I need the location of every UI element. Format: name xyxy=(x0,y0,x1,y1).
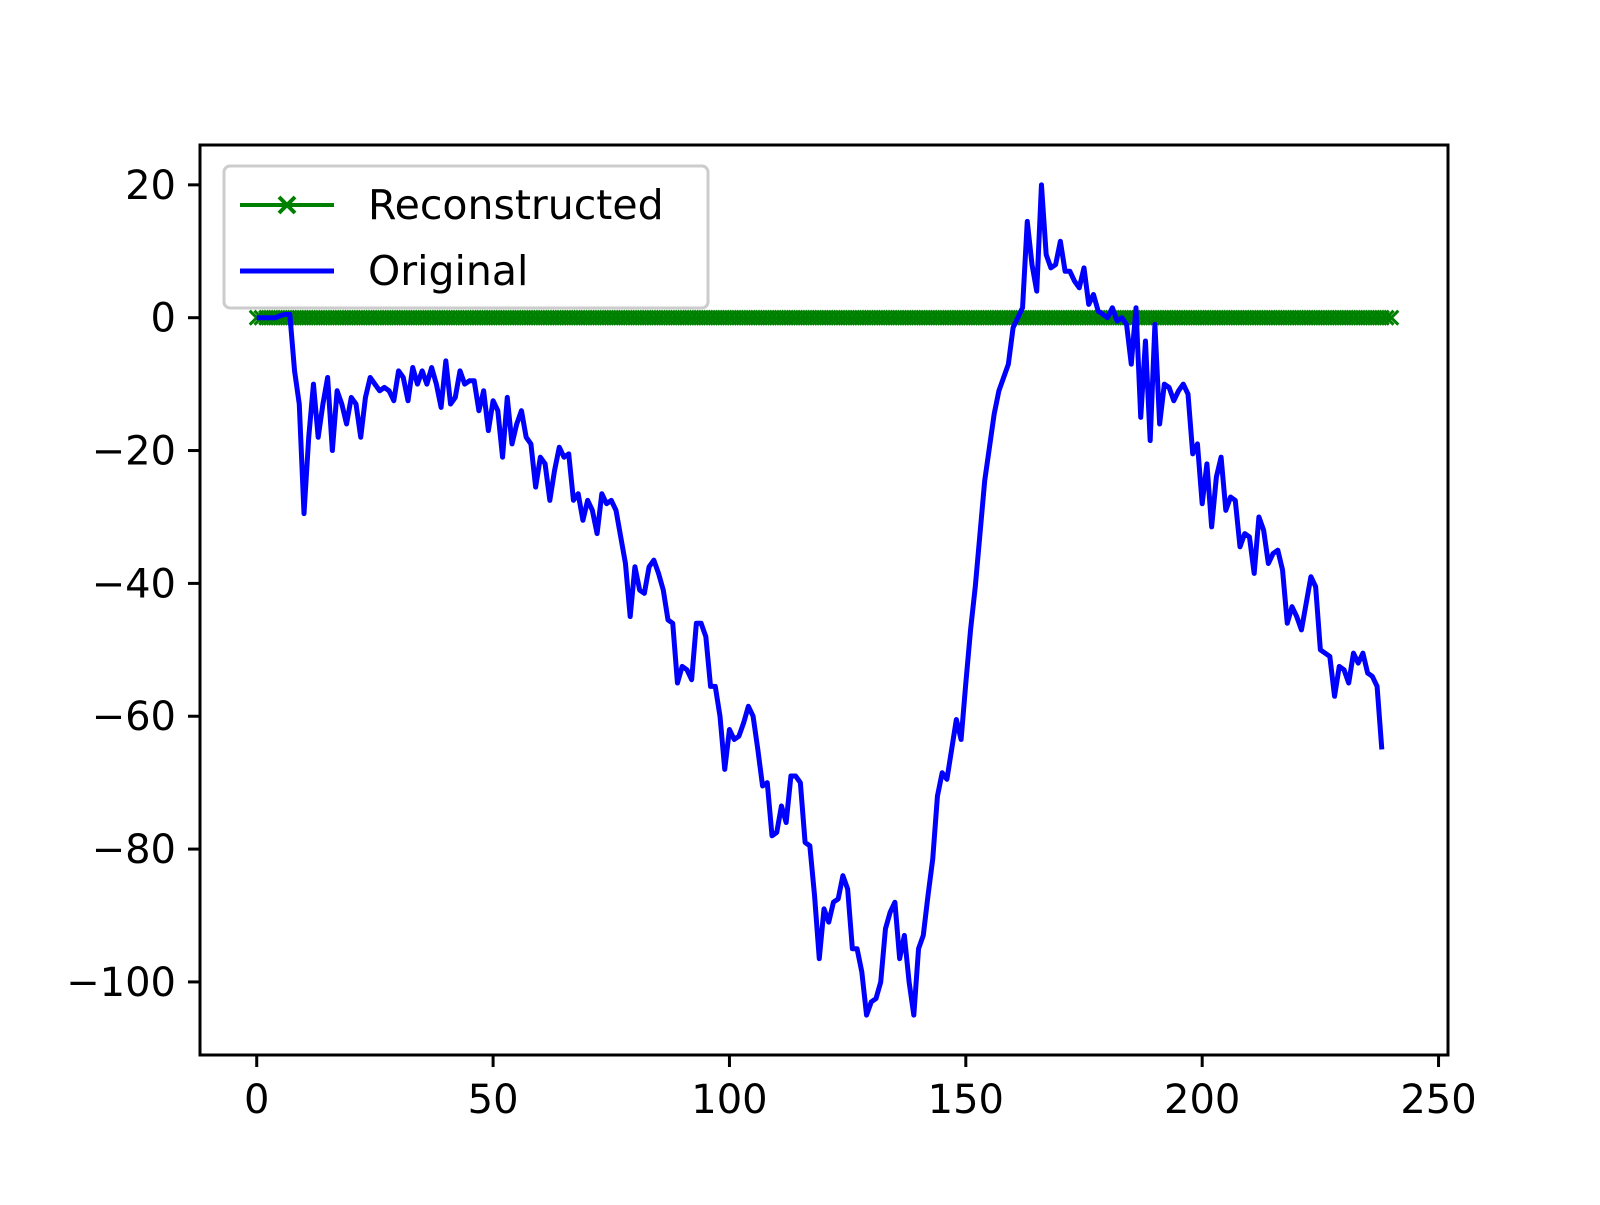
x-tick-label-50: 50 xyxy=(468,1077,519,1123)
x-tick-label-100: 100 xyxy=(691,1077,767,1123)
y-tick-label--80: −80 xyxy=(92,827,176,873)
legend-box xyxy=(222,164,710,310)
y-tick-label-20: 20 xyxy=(125,163,176,209)
y-tick-label--100: −100 xyxy=(66,960,176,1006)
series-original xyxy=(256,182,1385,1018)
y-tick-label--60: −60 xyxy=(92,694,176,740)
x-tick-label-250: 250 xyxy=(1400,1077,1476,1123)
legend-label-reconstructed: Reconstructed xyxy=(368,181,664,229)
x-axis: 0 50 100 150 200 250 xyxy=(244,1055,1477,1123)
series-reconstructed xyxy=(248,309,1400,326)
y-axis: 20 0 −20 −40 −60 −80 −100 xyxy=(66,163,200,1006)
data-point-reconstructed-239 xyxy=(1378,309,1395,326)
legend-item-original: Original xyxy=(240,247,528,295)
data-point-reconstructed-240 xyxy=(1383,309,1400,326)
legend-marker-reconstructed xyxy=(277,195,297,215)
series-line-original xyxy=(256,182,1385,1018)
legend-item-reconstructed: Reconstructed xyxy=(240,181,664,229)
legend-label-original: Original xyxy=(368,247,528,295)
x-tick-label-200: 200 xyxy=(1164,1077,1240,1123)
y-tick-label--40: −40 xyxy=(92,561,176,607)
plot-frame xyxy=(198,143,1450,1057)
series-layer xyxy=(248,182,1400,1018)
x-tick-label-150: 150 xyxy=(928,1077,1004,1123)
legend: Reconstructed Original xyxy=(222,164,710,310)
y-tick-label-0: 0 xyxy=(151,296,176,342)
x-tick-label-0: 0 xyxy=(244,1077,269,1123)
y-tick-label--20: −20 xyxy=(92,429,176,475)
